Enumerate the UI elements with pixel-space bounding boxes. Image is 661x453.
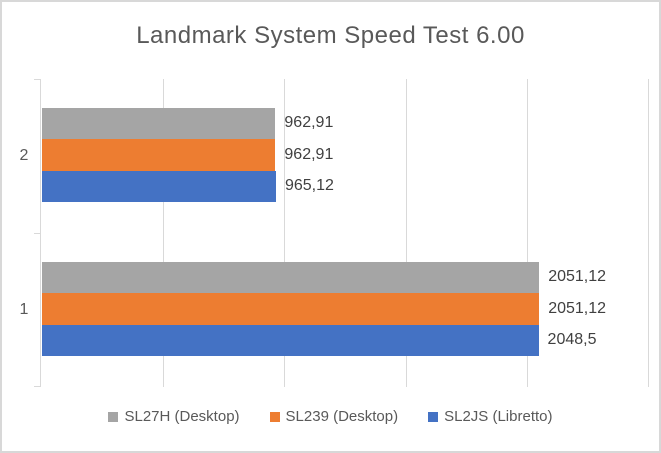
bar-value-label: 2051,12	[548, 268, 607, 286]
category-label: 2	[19, 147, 29, 164]
legend-label: SL2JS (Libretto)	[444, 408, 553, 425]
gridline	[405, 79, 407, 387]
bar-value-label: 965,12	[284, 177, 334, 195]
bar	[42, 139, 276, 171]
legend-label: SL239 (Desktop)	[285, 408, 399, 425]
bar-value-label: 2051,12	[548, 299, 607, 317]
y-axis-tick	[34, 233, 40, 234]
chart-title: Landmark System Speed Test 6.00	[136, 22, 525, 49]
bar-value-label: 962,91	[284, 114, 334, 132]
bar-value-label: 962,91	[284, 145, 334, 163]
gridline	[284, 79, 286, 387]
legend-swatch	[269, 411, 280, 422]
y-axis-line	[40, 79, 41, 387]
bar	[42, 170, 276, 202]
y-axis-tick	[34, 79, 40, 80]
gridline	[648, 79, 649, 387]
legend-item: SL27H (Desktop)	[108, 408, 240, 425]
plot-area: 2 962,91 962,91 965,12 1 2051,12 2051,12 2048,5	[20, 79, 649, 387]
legend: SL27H (Desktop) SL239 (Desktop) SL2JS (Lib…	[2, 408, 659, 425]
y-axis-tick	[34, 386, 40, 387]
bar	[42, 293, 540, 325]
legend-label: SL27H (Desktop)	[124, 408, 240, 425]
legend-item: SL239 (Desktop)	[269, 408, 399, 425]
bar	[42, 261, 540, 293]
gridline	[526, 79, 528, 387]
bar-value-label: 2048,5	[547, 331, 597, 349]
gridline	[163, 79, 165, 387]
legend-swatch	[108, 411, 119, 422]
bar	[42, 107, 276, 139]
category-label: 1	[19, 301, 29, 318]
bar	[42, 324, 539, 356]
legend-swatch	[428, 411, 439, 422]
legend-item: SL2JS (Libretto)	[428, 408, 553, 425]
